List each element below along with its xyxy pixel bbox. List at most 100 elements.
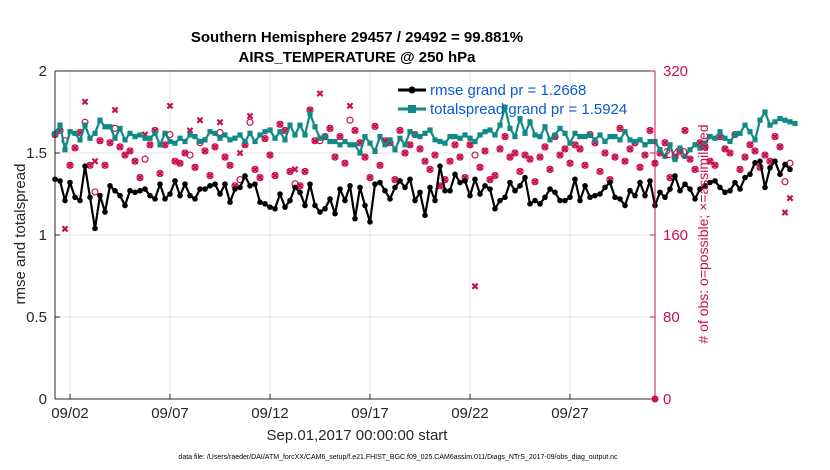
obs-assimilated-stroke — [576, 145, 584, 153]
obs-assimilated-stroke — [236, 149, 244, 157]
totalspread-point — [727, 138, 733, 145]
obs-assimilated-stroke — [721, 145, 729, 153]
totalspread-point — [712, 135, 718, 141]
obs-assimilated-stroke — [561, 145, 569, 153]
obs-assimilated-point — [686, 155, 694, 163]
rmse-point — [727, 187, 733, 194]
totalspread-point — [792, 120, 798, 127]
totalspread-point — [152, 130, 158, 136]
rmse-point — [492, 205, 498, 212]
obs-possible-point — [336, 133, 344, 141]
rmse-point — [262, 201, 268, 207]
obs-possible-point — [751, 147, 759, 155]
obs-assimilated-point — [351, 127, 359, 134]
totalspread-point — [212, 130, 218, 136]
obs-possible-point — [746, 141, 754, 149]
obs-assimilated-stroke — [726, 149, 734, 157]
rmse-point — [467, 192, 473, 199]
totalspread-point — [222, 132, 228, 138]
obs-assimilated-stroke — [486, 176, 494, 184]
totalspread-point — [267, 127, 273, 133]
obs-assimilated-point — [711, 161, 719, 169]
obs-possible-point — [646, 126, 654, 135]
obs-assimilated-stroke — [781, 209, 789, 216]
rmse-point — [57, 178, 63, 184]
totalspread-point — [127, 130, 133, 136]
obs-assimilated-point — [261, 135, 269, 143]
obs-assimilated-point — [421, 157, 429, 165]
obs-assimilated-point — [751, 147, 759, 155]
obs-assimilated-stroke — [331, 153, 339, 161]
obs-assimilated-stroke — [136, 174, 144, 181]
totalspread-point — [62, 147, 68, 153]
totalspread-point — [372, 148, 378, 154]
obs-possible-point — [421, 157, 429, 165]
rmse-point — [157, 181, 163, 187]
obs-assimilated-stroke — [481, 147, 489, 155]
obs-assimilated-stroke — [291, 166, 299, 173]
obs-assimilated-stroke — [176, 159, 184, 167]
obs-possible-point — [561, 145, 569, 153]
rmse-point — [572, 176, 578, 183]
rmse-point — [557, 197, 563, 204]
obs-possible-point — [131, 157, 139, 165]
obs-possible-point — [326, 124, 334, 132]
obs-assimilated-point — [156, 170, 164, 177]
obs-assimilated-point — [111, 106, 119, 114]
rmse-point — [622, 202, 628, 209]
obs-possible-point — [226, 161, 234, 169]
rmse-point — [307, 181, 313, 187]
obs-possible-point — [101, 161, 109, 169]
x-tick-label: 09/17 — [351, 405, 389, 422]
obs-possible-point — [466, 141, 474, 149]
obs-assimilated-stroke — [286, 168, 294, 175]
rmse-point — [767, 164, 773, 171]
obs-assimilated-point — [536, 153, 544, 161]
obs-assimilated-stroke — [681, 127, 689, 134]
obs-assimilated-point — [346, 102, 354, 110]
totalspread-point — [707, 134, 713, 140]
rmse-point — [647, 178, 653, 184]
rmse-point — [522, 174, 528, 181]
obs-assimilated-stroke — [341, 159, 349, 167]
obs-possible-point — [221, 153, 229, 161]
totalspread-point — [277, 129, 283, 135]
y2-tick-label: 240 — [663, 145, 688, 162]
rmse-point — [357, 184, 363, 191]
obs-assimilated-point — [431, 151, 439, 159]
totalspread-point — [662, 153, 668, 159]
totalspread-point — [557, 125, 563, 131]
obs-assimilated-stroke — [471, 282, 479, 290]
totalspread-point — [442, 140, 448, 146]
totalspread-point — [587, 132, 593, 138]
obs-assimilated-point — [531, 178, 539, 186]
obs-assimilated-point — [366, 174, 374, 181]
totalspread-point — [237, 132, 243, 138]
obs-possible-point — [576, 145, 584, 153]
rmse-point — [292, 184, 298, 191]
obs-possible-point — [691, 165, 699, 173]
obs-assimilated-stroke — [566, 159, 574, 167]
obs-assimilated-point — [206, 172, 214, 179]
obs-assimilated-stroke — [466, 141, 474, 149]
obs-assimilated-stroke — [266, 151, 274, 159]
obs-assimilated-point — [541, 143, 549, 151]
obs-possible-point — [556, 151, 564, 159]
rmse-point — [237, 184, 243, 191]
obs-possible-point — [156, 169, 164, 178]
totalspread-point — [762, 109, 768, 115]
obs-possible-point — [401, 149, 409, 157]
obs-assimilated-point — [506, 153, 514, 161]
obs-assimilated-stroke — [611, 153, 619, 161]
rmse-point — [282, 204, 288, 210]
obs-assimilated-stroke — [391, 176, 399, 184]
obs-assimilated-point — [611, 153, 619, 161]
obs-possible-point — [91, 188, 99, 196]
rmse-point — [452, 171, 458, 178]
totalspread-point — [647, 138, 653, 145]
obs-assimilated-point — [96, 137, 104, 145]
obs-assimilated-stroke — [436, 182, 444, 190]
obs-assimilated-point — [526, 155, 534, 163]
totalspread-point — [247, 130, 253, 136]
obs-assimilated-stroke — [421, 157, 429, 165]
